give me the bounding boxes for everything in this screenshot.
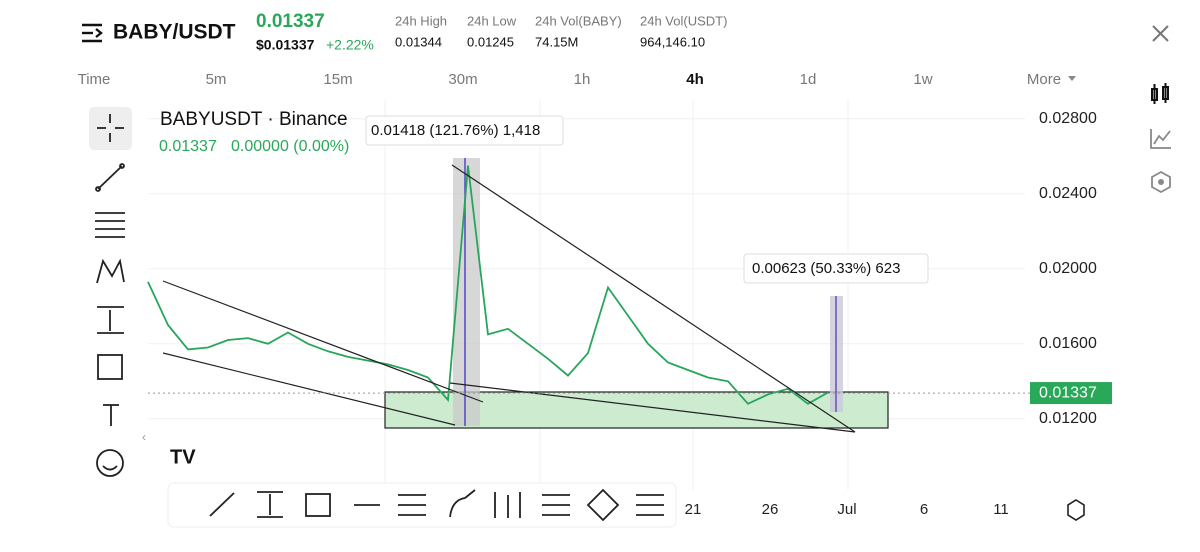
timeframe[interactable]: 1h — [574, 71, 591, 88]
timeframe[interactable]: 5m — [206, 71, 227, 88]
left-tools — [95, 114, 125, 477]
tv-logo: TV — [170, 446, 196, 468]
stat-label: 24h High — [395, 13, 447, 28]
x-tick-label: 21 — [685, 501, 702, 518]
stat-value: 74.15M — [535, 34, 578, 49]
measure-label-box — [743, 253, 929, 284]
timeframe[interactable]: More — [1027, 71, 1061, 88]
settings-icon[interactable] — [1067, 499, 1085, 521]
close-icon[interactable] — [1152, 25, 1169, 42]
trend-lines — [162, 164, 856, 433]
symbol: BABYUSDT · Binance — [160, 109, 348, 130]
collapse-arrow[interactable]: ‹ — [142, 430, 146, 444]
line-chart-icon[interactable] — [1150, 129, 1171, 149]
y-tick-label: 0.01600 — [1039, 335, 1097, 352]
y-tick-label: 0.02400 — [1039, 185, 1097, 202]
indicator-icon[interactable] — [1151, 170, 1171, 194]
timeframe[interactable]: 15m — [323, 71, 352, 88]
quote-price: 0.01337 — [159, 138, 217, 155]
price-line — [147, 165, 829, 405]
pair[interactable]: BABY/USDT — [113, 21, 236, 44]
y-tick-label: 0.02800 — [1039, 110, 1097, 127]
x-tick-label: Jul — [837, 501, 856, 518]
y-tick-label: 0.01200 — [1039, 410, 1097, 427]
measure-label: 0.00623 (50.33%) 623 — [752, 260, 900, 277]
stat-label: 24h Vol(USDT) — [640, 13, 727, 28]
change: +2.22% — [326, 37, 374, 53]
price: 0.01337 — [256, 11, 325, 32]
timeframe: Time — [78, 71, 111, 88]
stat-label: 24h Low — [467, 13, 517, 28]
indicator-dot — [1158, 179, 1164, 185]
stat-value: 0.01245 — [467, 34, 514, 49]
x-tick-label: 11 — [993, 501, 1009, 518]
menu-icon[interactable] — [82, 23, 103, 43]
x-tick-label: 6 — [920, 501, 928, 518]
stat-label: 24h Vol(BABY) — [535, 13, 622, 28]
more-arrow — [1068, 76, 1076, 81]
y-tick-label: 0.02000 — [1039, 260, 1097, 277]
measure-label-box — [365, 115, 564, 146]
measure-label: 0.01418 (121.76%) 1,418 — [371, 122, 540, 139]
last-price-tag — [1030, 382, 1112, 405]
x-tick-label: 26 — [762, 501, 779, 518]
timeframe[interactable]: 1d — [800, 71, 817, 88]
quote-change: 0.00000 (0.00%) — [231, 138, 349, 155]
toolbar-icons — [209, 488, 664, 522]
crosshair-tool[interactable] — [89, 107, 132, 150]
stat-value: 0.01344 — [395, 34, 442, 49]
usd-price: $0.01337 — [256, 37, 315, 53]
timeframe[interactable]: 4h — [686, 71, 704, 88]
stat-value: 964,146.10 — [640, 34, 705, 49]
candle-icon[interactable] — [1151, 83, 1169, 104]
last-price-label: 0.01337 — [1039, 384, 1097, 401]
timeframe[interactable]: 1w — [913, 71, 932, 88]
timeframe[interactable]: 30m — [448, 71, 477, 88]
